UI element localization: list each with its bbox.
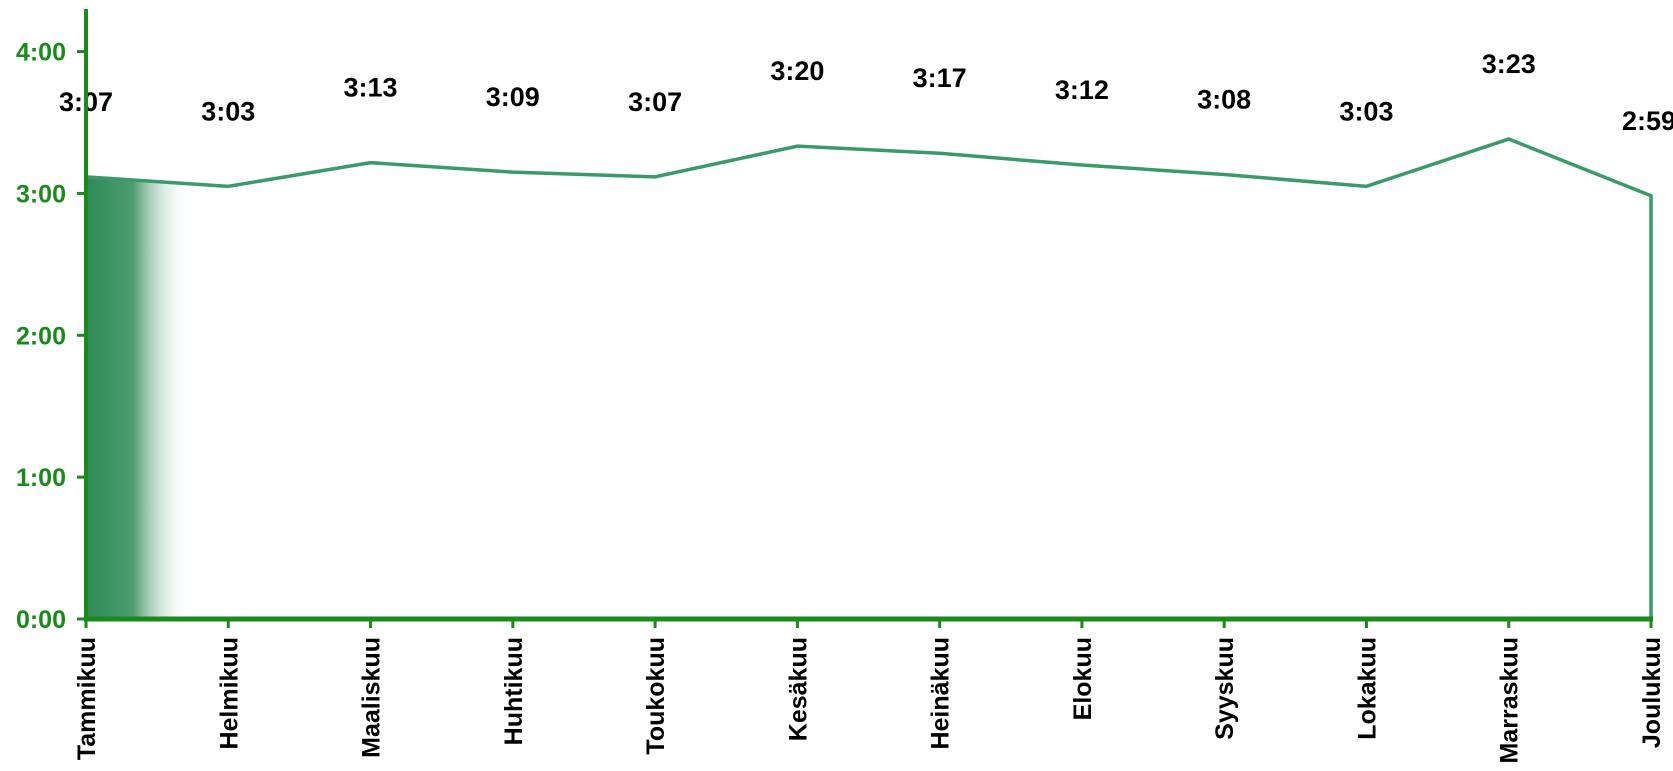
data-label: 3:12 xyxy=(1055,75,1109,105)
y-tick-label: 1:00 xyxy=(16,464,66,492)
x-tick-label: Joulukuu xyxy=(1638,637,1666,748)
x-tick-label: Huhtikuu xyxy=(500,637,528,745)
x-tick-label: Helmikuu xyxy=(215,637,243,750)
x-tick-label: Lokakuu xyxy=(1353,637,1381,740)
data-label: 3:09 xyxy=(486,82,540,112)
data-label: 3:03 xyxy=(1339,96,1393,126)
y-tick-label: 2:00 xyxy=(16,322,66,350)
data-label: 3:13 xyxy=(344,73,398,103)
y-tick-label: 3:00 xyxy=(16,180,66,208)
data-label: 3:07 xyxy=(628,87,682,117)
data-label: 2:59 xyxy=(1622,106,1673,136)
x-tick-label: Toukokuu xyxy=(642,637,670,755)
data-label: 3:23 xyxy=(1482,49,1536,79)
data-label: 3:17 xyxy=(913,63,967,93)
x-tick-label: Marraskuu xyxy=(1496,637,1524,763)
data-label: 3:20 xyxy=(770,56,824,86)
x-tick-label: Heinäkuu xyxy=(927,637,955,750)
data-label: 3:03 xyxy=(201,96,255,126)
x-tick-label: Kesäkuu xyxy=(784,637,812,741)
x-tick-label: Tammikuu xyxy=(73,637,101,760)
line xyxy=(85,137,1653,619)
area xyxy=(86,139,1651,619)
data-label: 3:08 xyxy=(1197,85,1251,115)
y-tick-label: 0:00 xyxy=(16,606,66,634)
x-tick-label: Elokuu xyxy=(1069,637,1097,720)
y-tick-label: 4:00 xyxy=(16,39,66,67)
x-tick-label: Maaliskuu xyxy=(358,637,386,758)
x-tick-label: Syyskuu xyxy=(1211,637,1239,740)
